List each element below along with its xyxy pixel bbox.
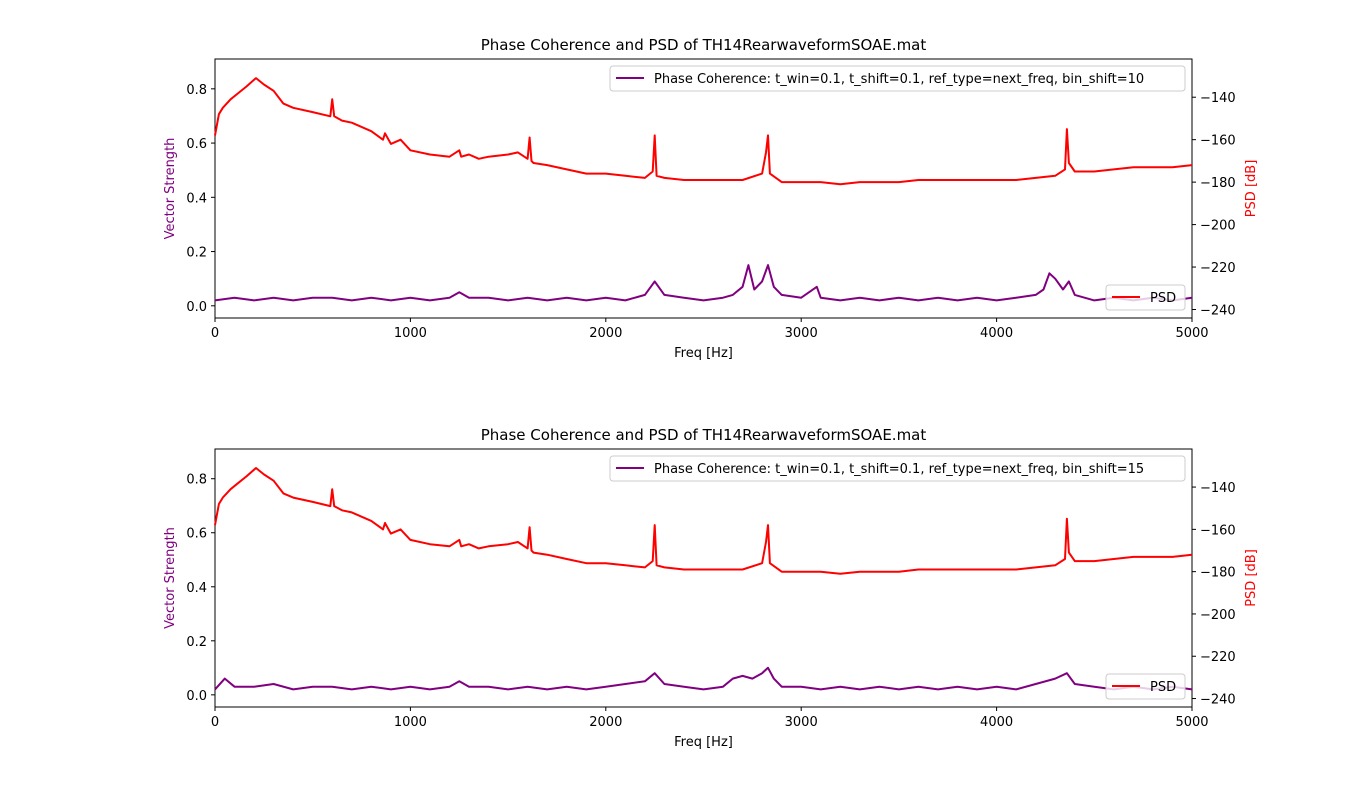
chart-panel-top: Phase Coherence and PSD of TH14Rearwavef… — [163, 36, 1259, 361]
y-tick-label-left: 0.0 — [186, 300, 207, 315]
x-tick-label: 3000 — [785, 715, 818, 730]
plot-area — [214, 467, 1193, 691]
legend-label-coherence: Phase Coherence: t_win=0.1, t_shift=0.1,… — [654, 72, 1144, 87]
x-tick-label: 4000 — [980, 326, 1013, 341]
plot-area — [214, 77, 1193, 302]
y-axis-ticks-right: −140 −160 −180 −200 −220 −240 — [1192, 481, 1236, 708]
x-axis-ticks: 0 1000 2000 3000 4000 5000 — [211, 318, 1209, 341]
x-tick-label: 2000 — [589, 715, 622, 730]
y-tick-label-right: −220 — [1200, 261, 1236, 276]
y-axis-label-right: PSD [dB] — [1244, 160, 1259, 218]
x-tick-label: 3000 — [785, 326, 818, 341]
x-tick-label: 1000 — [394, 715, 427, 730]
legend-box — [609, 65, 1186, 92]
y-axis-label-left: Vector Strength — [163, 527, 178, 629]
y-tick-label-right: −180 — [1200, 566, 1236, 581]
x-axis-label: Freq [Hz] — [674, 735, 733, 750]
x-tick-label: 4000 — [980, 715, 1013, 730]
y-tick-label-left: 0.8 — [186, 473, 207, 488]
legend-box — [1105, 284, 1186, 311]
series-line-phase-coherence — [214, 666, 1193, 691]
chart-panel-bottom: Phase Coherence and PSD of TH14Rearwavef… — [163, 426, 1259, 750]
y-axis-ticks-left: 0.0 0.2 0.4 0.6 0.8 — [186, 473, 215, 704]
axes-frame — [214, 448, 1193, 708]
x-axis-label: Freq [Hz] — [674, 346, 733, 361]
chart-title: Phase Coherence and PSD of TH14Rearwavef… — [481, 426, 927, 444]
y-tick-label-right: −160 — [1200, 134, 1236, 149]
y-tick-label-left: 0.6 — [186, 527, 207, 542]
y-tick-label-left: 0.4 — [186, 191, 207, 206]
chart-title: Phase Coherence and PSD of TH14Rearwavef… — [481, 36, 927, 54]
legend-box — [1105, 673, 1186, 700]
x-axis-ticks: 0 1000 2000 3000 4000 5000 — [211, 707, 1209, 730]
y-tick-label-left: 0.2 — [186, 635, 207, 650]
series-line-psd — [214, 467, 1193, 575]
x-tick-label: 0 — [211, 326, 219, 341]
y-tick-label-left: 0.8 — [186, 83, 207, 98]
y-tick-label-right: −240 — [1200, 693, 1236, 708]
legend-coherence: Phase Coherence: t_win=0.1, t_shift=0.1,… — [609, 65, 1186, 92]
legend-label-psd: PSD — [1150, 291, 1176, 306]
y-tick-label-right: −140 — [1200, 91, 1236, 106]
legend-label-psd: PSD — [1150, 680, 1176, 695]
y-axis-label-right: PSD [dB] — [1244, 549, 1259, 607]
y-tick-label-left: 0.0 — [186, 689, 207, 704]
y-axis-ticks-right: −140 −160 −180 −200 −220 −240 — [1192, 91, 1236, 319]
y-tick-label-left: 0.2 — [186, 246, 207, 261]
y-tick-label-right: −160 — [1200, 523, 1236, 538]
y-tick-label-right: −180 — [1200, 176, 1236, 191]
y-axis-ticks-left: 0.0 0.2 0.4 0.6 0.8 — [186, 83, 215, 315]
y-tick-label-right: −140 — [1200, 481, 1236, 496]
legend-label-coherence: Phase Coherence: t_win=0.1, t_shift=0.1,… — [654, 462, 1144, 477]
y-tick-label-right: −220 — [1200, 650, 1236, 665]
legend-psd: PSD — [1105, 673, 1186, 700]
series-line-phase-coherence — [214, 264, 1193, 302]
y-tick-label-left: 0.6 — [186, 137, 207, 152]
axes-frame — [214, 58, 1193, 319]
y-tick-label-right: −200 — [1200, 608, 1236, 623]
x-tick-label: 5000 — [1175, 326, 1208, 341]
x-tick-label: 0 — [211, 715, 219, 730]
y-tick-label-right: −240 — [1200, 304, 1236, 319]
y-axis-label-left: Vector Strength — [163, 138, 178, 240]
x-tick-label: 1000 — [394, 326, 427, 341]
x-tick-label: 2000 — [589, 326, 622, 341]
legend-box — [609, 455, 1186, 482]
legend-psd: PSD — [1105, 284, 1186, 311]
y-tick-label-left: 0.4 — [186, 581, 207, 596]
y-tick-label-right: −200 — [1200, 219, 1236, 234]
legend-coherence: Phase Coherence: t_win=0.1, t_shift=0.1,… — [609, 455, 1186, 482]
series-line-psd — [214, 77, 1193, 186]
x-tick-label: 5000 — [1175, 715, 1208, 730]
